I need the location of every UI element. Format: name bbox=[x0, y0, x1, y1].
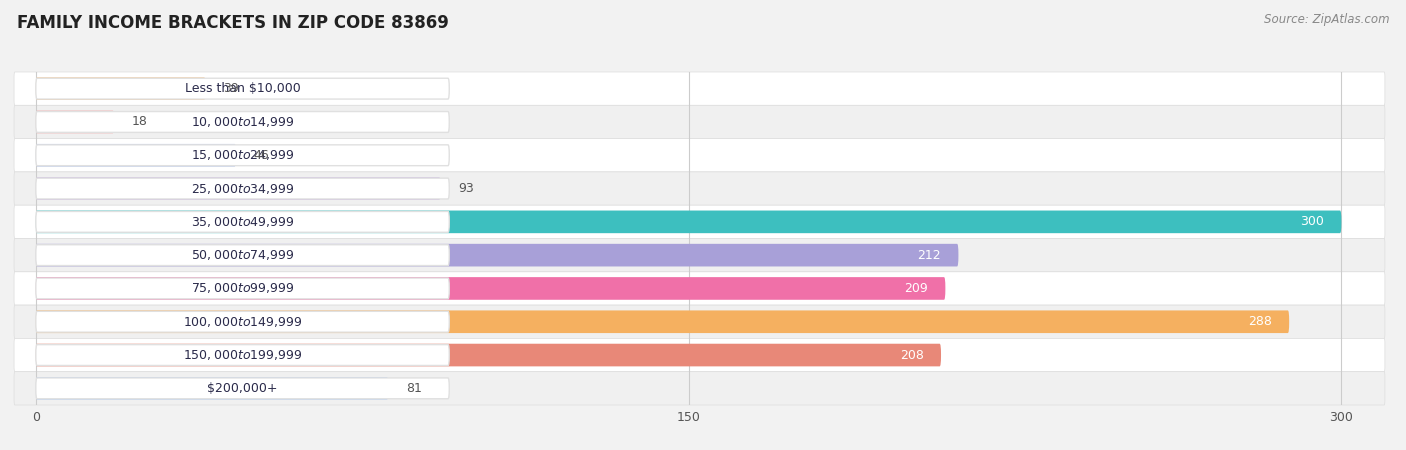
FancyBboxPatch shape bbox=[35, 212, 450, 232]
Text: 93: 93 bbox=[458, 182, 474, 195]
Text: 46: 46 bbox=[253, 149, 269, 162]
Text: $150,000 to $199,999: $150,000 to $199,999 bbox=[183, 348, 302, 362]
FancyBboxPatch shape bbox=[14, 372, 1385, 405]
FancyBboxPatch shape bbox=[35, 145, 450, 166]
Text: 300: 300 bbox=[1301, 216, 1324, 228]
Text: 39: 39 bbox=[224, 82, 239, 95]
FancyBboxPatch shape bbox=[35, 112, 450, 132]
Text: $10,000 to $14,999: $10,000 to $14,999 bbox=[191, 115, 294, 129]
FancyBboxPatch shape bbox=[35, 310, 1289, 333]
FancyBboxPatch shape bbox=[14, 105, 1385, 139]
FancyBboxPatch shape bbox=[35, 345, 450, 365]
FancyBboxPatch shape bbox=[35, 78, 450, 99]
FancyBboxPatch shape bbox=[35, 77, 205, 100]
FancyBboxPatch shape bbox=[35, 277, 945, 300]
FancyBboxPatch shape bbox=[35, 178, 450, 199]
Text: 288: 288 bbox=[1249, 315, 1272, 328]
FancyBboxPatch shape bbox=[14, 139, 1385, 172]
Text: $75,000 to $99,999: $75,000 to $99,999 bbox=[191, 281, 294, 296]
Text: 208: 208 bbox=[900, 349, 924, 361]
Text: Less than $10,000: Less than $10,000 bbox=[184, 82, 301, 95]
Text: FAMILY INCOME BRACKETS IN ZIP CODE 83869: FAMILY INCOME BRACKETS IN ZIP CODE 83869 bbox=[17, 14, 449, 32]
FancyBboxPatch shape bbox=[14, 272, 1385, 305]
Text: Source: ZipAtlas.com: Source: ZipAtlas.com bbox=[1264, 14, 1389, 27]
Text: 18: 18 bbox=[132, 116, 148, 128]
FancyBboxPatch shape bbox=[35, 245, 450, 266]
FancyBboxPatch shape bbox=[35, 177, 440, 200]
Text: 212: 212 bbox=[917, 249, 941, 261]
FancyBboxPatch shape bbox=[35, 311, 450, 332]
Text: $35,000 to $49,999: $35,000 to $49,999 bbox=[191, 215, 294, 229]
FancyBboxPatch shape bbox=[35, 211, 1341, 233]
FancyBboxPatch shape bbox=[14, 72, 1385, 105]
FancyBboxPatch shape bbox=[14, 338, 1385, 372]
FancyBboxPatch shape bbox=[35, 278, 450, 299]
FancyBboxPatch shape bbox=[35, 244, 959, 266]
FancyBboxPatch shape bbox=[14, 172, 1385, 205]
FancyBboxPatch shape bbox=[35, 378, 450, 399]
Text: $100,000 to $149,999: $100,000 to $149,999 bbox=[183, 315, 302, 329]
FancyBboxPatch shape bbox=[35, 377, 388, 400]
FancyBboxPatch shape bbox=[35, 144, 236, 166]
FancyBboxPatch shape bbox=[14, 205, 1385, 239]
Text: $15,000 to $24,999: $15,000 to $24,999 bbox=[191, 148, 294, 162]
Text: $200,000+: $200,000+ bbox=[207, 382, 278, 395]
Text: $50,000 to $74,999: $50,000 to $74,999 bbox=[191, 248, 294, 262]
FancyBboxPatch shape bbox=[14, 238, 1385, 272]
Text: $25,000 to $34,999: $25,000 to $34,999 bbox=[191, 181, 294, 196]
Text: 209: 209 bbox=[904, 282, 928, 295]
FancyBboxPatch shape bbox=[35, 111, 114, 133]
FancyBboxPatch shape bbox=[35, 344, 941, 366]
Text: 81: 81 bbox=[406, 382, 422, 395]
FancyBboxPatch shape bbox=[14, 305, 1385, 338]
